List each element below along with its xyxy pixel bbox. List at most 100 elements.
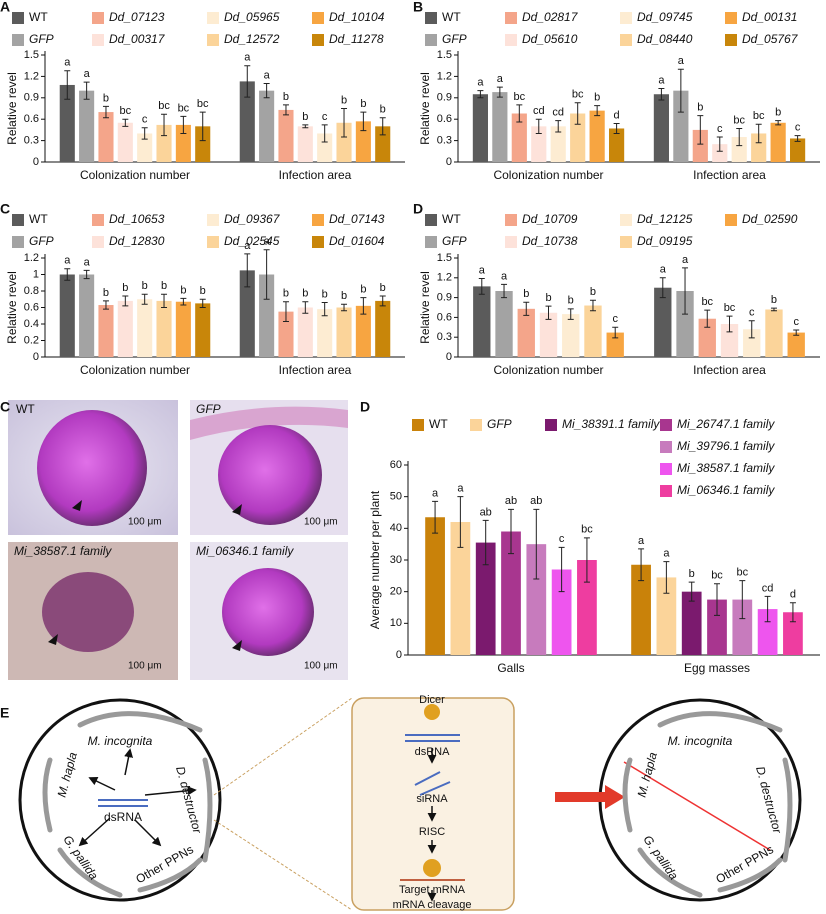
legend-swatch	[12, 236, 24, 248]
legend-label: Dd_07123	[109, 10, 165, 24]
legend-swatch	[425, 12, 437, 24]
error-bar	[736, 127, 743, 147]
significance-letter: c	[612, 313, 618, 325]
bar	[472, 94, 488, 162]
legend-swatch	[312, 12, 324, 24]
legend-label: Mi_38587.1 family	[677, 461, 775, 475]
y-axis-label: Average number per plant	[368, 490, 382, 629]
micrograph-label: Mi_06346.1 family	[196, 544, 294, 558]
y-tick-label: 0	[33, 156, 39, 168]
error-bar	[739, 580, 746, 620]
bar	[501, 531, 521, 655]
scale-bar-label: 100 μm	[128, 517, 162, 528]
error-bar	[180, 115, 187, 134]
y-tick-label: 1.2	[437, 70, 452, 82]
micrograph-panel: C WT GFP Mi_38587.1 family Mi_06346.1 fa…	[0, 399, 348, 680]
bar	[355, 305, 371, 357]
species-label: D. destructor	[753, 765, 785, 836]
error-bar	[501, 283, 508, 299]
bar	[98, 112, 114, 162]
significance-letter: c	[793, 316, 799, 328]
error-bar	[141, 127, 148, 140]
cross-line	[623, 761, 771, 851]
legend-swatch	[92, 34, 104, 46]
error-bar	[244, 253, 251, 288]
legend-swatch	[207, 236, 219, 248]
error-bar	[523, 301, 530, 316]
significance-letter: c	[322, 111, 328, 123]
legend-label: Dd_10709	[522, 212, 578, 226]
legend-label: GFP	[442, 32, 467, 46]
legend-label: WT	[29, 10, 48, 24]
panel-label: B	[413, 0, 423, 15]
species-label: M. hapla	[54, 750, 80, 798]
error-bar	[496, 86, 503, 98]
bar	[117, 300, 133, 357]
bar	[743, 329, 761, 357]
error-bar	[726, 315, 733, 333]
significance-letter: bc	[736, 566, 748, 578]
significance-letter: b	[689, 568, 695, 580]
significance-letter: b	[771, 294, 777, 306]
legend-label: GFP	[442, 234, 467, 248]
significance-letter: c	[717, 123, 723, 135]
bar	[731, 137, 747, 162]
error-bar	[83, 269, 90, 280]
error-bar	[555, 120, 562, 133]
step-label: dsRNA	[415, 746, 451, 758]
bar	[673, 90, 689, 162]
error-bar	[659, 277, 666, 299]
y-tick-label: 10	[390, 617, 402, 629]
legend-swatch	[12, 34, 24, 46]
legend-label: GFP	[487, 417, 512, 431]
bar	[707, 599, 727, 655]
significance-letter: c	[142, 114, 148, 126]
significance-letter: bc	[178, 102, 190, 114]
bar	[175, 124, 191, 162]
significance-letter: bc	[581, 524, 593, 536]
error-bar	[613, 122, 620, 134]
y-axis-label: Relative revel	[5, 72, 19, 145]
y-tick-label: 1.5	[437, 49, 452, 61]
dicer-icon	[424, 704, 440, 720]
error-bar	[567, 308, 574, 320]
significance-letter: b	[322, 288, 328, 300]
y-tick-label: 0.4	[24, 318, 39, 330]
error-bar	[688, 581, 695, 602]
error-bar	[341, 303, 348, 312]
significance-letter: c	[749, 307, 755, 319]
y-tick-label: 0.6	[24, 113, 39, 125]
y-tick-label: 0	[396, 649, 402, 661]
bar	[156, 300, 172, 357]
error-bar	[764, 595, 771, 623]
legend-swatch	[412, 419, 424, 431]
significance-letter: b	[161, 280, 167, 292]
bar	[676, 291, 694, 357]
legend-swatch	[660, 441, 672, 453]
significance-letter: a	[244, 240, 251, 252]
step-label: mRNA cleavage	[393, 899, 472, 911]
error-bar	[770, 307, 777, 312]
error-bar	[122, 295, 129, 307]
significance-letter: b	[775, 107, 781, 119]
root-tissue	[190, 406, 348, 440]
significance-letter: a	[479, 264, 486, 276]
bar	[654, 287, 672, 357]
bar	[606, 332, 624, 357]
significance-letter: bc	[701, 296, 713, 308]
legend-label: Dd_02545	[224, 234, 280, 248]
bar	[681, 591, 702, 655]
y-tick-label: 30	[390, 554, 402, 566]
y-axis-label: Relative revel	[5, 271, 19, 344]
y-tick-label: 1.2	[24, 252, 39, 264]
x-tick-label: Infection area	[693, 363, 766, 377]
error-bar	[263, 83, 270, 99]
significance-letter: bc	[158, 100, 170, 112]
step-label: RISC	[419, 826, 445, 838]
risc-icon	[423, 859, 441, 877]
y-tick-label: 20	[390, 586, 402, 598]
bar	[59, 274, 75, 357]
significance-letter: a	[432, 487, 439, 499]
error-bar	[161, 113, 168, 137]
significance-letter: a	[457, 483, 464, 495]
